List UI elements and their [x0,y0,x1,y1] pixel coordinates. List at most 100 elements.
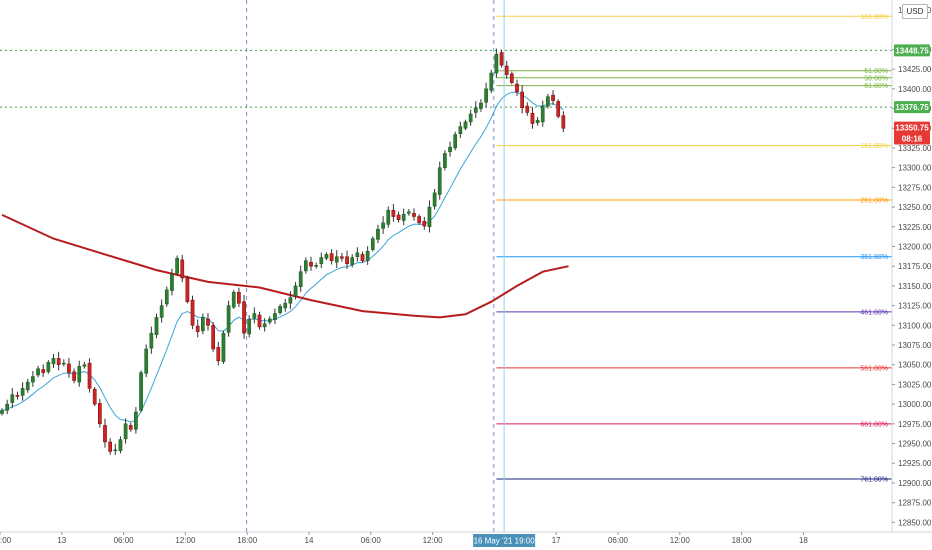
candle-body [314,265,318,267]
candle-body [350,257,355,265]
candle-body [479,102,483,109]
candle-body [257,314,262,328]
candle-body [530,113,535,124]
candle-body [324,254,329,259]
x-tick-label: 17 [552,536,561,545]
moving-averages [1,91,569,423]
candle-body [355,252,360,257]
candle-body [118,439,123,451]
candle-body [515,83,519,93]
candle-body [412,213,416,217]
candle-body [149,332,154,349]
candle-body [154,317,159,336]
candle-body [92,388,97,405]
y-tick-label: 12950.00 [898,440,932,449]
fib-level-label: 50.00% [864,75,888,82]
fibonacci-levels: 161.80% 61.80%50.00%61.80% 161.80% 261.80% 3… [496,14,892,484]
y-tick-label: 12975.00 [898,420,932,429]
candle-body [304,260,308,272]
candle-body [386,209,391,225]
y-tick-label: 12925.00 [898,459,932,468]
fast-moving-average-line [1,91,564,423]
candle-body [185,277,190,302]
candle-body [396,214,401,220]
candle-body [319,257,324,265]
candle-body [164,289,169,305]
x-tick-label: 12:00 [423,536,444,545]
candle-body [448,146,452,153]
candle-body [510,73,514,83]
candle-body [87,362,92,389]
candle-body [381,222,385,229]
candle-body [283,302,288,309]
candle-body [546,96,550,107]
candle-body [535,120,540,123]
candle-body [237,291,241,304]
currency-badge[interactable]: USD [902,4,928,19]
slow-moving-average-line [1,213,569,319]
candle-body [31,376,35,383]
y-tick-label: 12900.00 [898,479,932,488]
y-tick-label: 13275.00 [898,183,932,192]
candle-body [262,323,267,328]
candle-body [206,318,210,326]
candle-body [190,299,195,326]
candle-body [473,107,478,113]
candle-body [443,153,447,168]
candle-body [159,305,164,318]
candle-body [77,366,82,383]
candle-body [0,410,4,414]
candle-body [309,261,313,267]
fib-level-label: 61.80% [864,83,888,90]
candle-body [340,256,344,259]
candle-body [231,291,236,308]
candle-body [298,271,303,287]
candle-body [139,372,143,411]
candle-body [432,192,437,207]
candle-body [453,134,458,149]
y-tick-label: 12875.00 [898,499,932,508]
y-tick-label: 13425.00 [898,65,932,74]
candle-body [56,358,61,365]
fib-level-label: 661.80% [860,421,888,428]
candle-body [391,209,396,217]
candle-body [437,167,442,195]
candle-body [329,253,334,261]
candle-body [128,425,133,430]
candle-body [195,325,200,332]
y-tick-label: 13000.00 [898,400,932,409]
candle-body [242,301,246,334]
candle-body [51,358,56,365]
candle-body [170,273,174,291]
price-tag-label: 13448.75 [895,46,929,55]
candle-body [72,371,76,381]
y-tick-label: 13250.00 [898,203,932,212]
candlesticks [0,48,566,456]
price-tag [894,121,930,134]
y-tick-label: 13175.00 [898,262,932,271]
y-tick-label: 13400.00 [898,85,932,94]
candle-body [407,211,411,214]
candle-body [458,126,463,135]
fib-level-label: 361.80% [860,254,888,261]
y-tick-label: 13200.00 [898,242,932,251]
x-tick-label: 12:00 [670,536,691,545]
candle-body [288,297,293,304]
candle-body [401,213,406,221]
price-axis: 13500.0013450.0013425.0013400.0013375.00… [891,0,932,532]
candle-body [551,94,555,101]
candle-body [540,105,545,123]
candle-body [36,368,40,376]
candle-body [365,250,370,261]
candle-body [221,332,226,362]
candle-body [484,88,488,103]
price-tag [894,44,930,57]
candle-body [103,425,107,443]
candle-body [499,52,504,66]
candle-body [427,206,432,228]
candle-body [520,91,524,108]
x-tick-label: 06:00 [608,536,629,545]
time-axis: :00 13 06:00 12:00 18:00 14 06:00 12:00 17 06:00 1… [0,531,932,547]
candle-body [293,285,298,297]
